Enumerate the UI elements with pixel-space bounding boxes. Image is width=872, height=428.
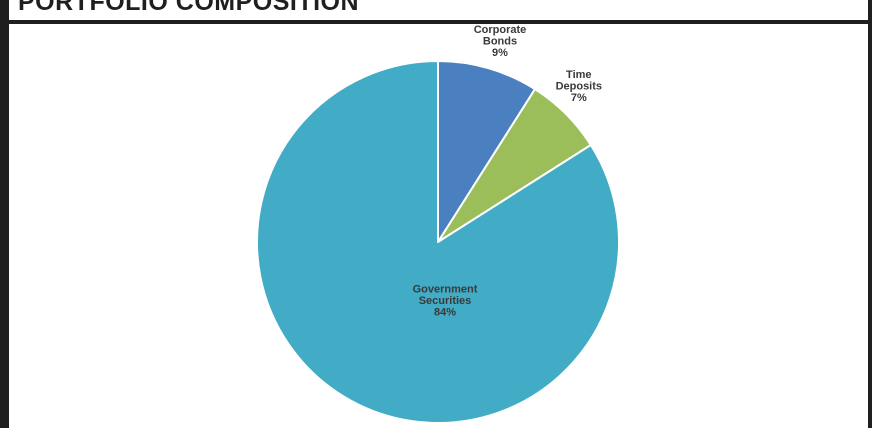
slice-name-line: Government [413,284,478,296]
title-bar-left-edge [0,0,9,20]
slice-name-line: Securities [419,295,472,307]
pie-labels: Corporate Bonds 9% Time Deposits 7% Government… [413,24,602,319]
slice-value-label: 9% [492,47,508,59]
slice-value-label: 84% [434,307,456,319]
chart-title: PORTFOLIO COMPOSITION [18,0,360,16]
pie-slice-corporate-bonds [437,60,536,243]
slice-name-line: Time [566,69,591,81]
slice-label-corporate-bonds: Corporate Bonds 9% [474,24,527,59]
slice-value-label: 7% [571,92,587,104]
slice-label-time-deposits: Time Deposits 7% [556,69,602,104]
slice-name-line: Bonds [483,36,517,48]
slice-name-line: Corporate [474,24,527,36]
pie-slices [256,60,620,424]
title-bar: PORTFOLIO COMPOSITION [0,0,872,24]
pie-slice-government-securities [256,60,620,424]
title-bar-right-edge [868,0,872,20]
slice-label-government-securities: Government Securities 84% [413,284,478,319]
slice-name-line: Deposits [556,81,602,93]
